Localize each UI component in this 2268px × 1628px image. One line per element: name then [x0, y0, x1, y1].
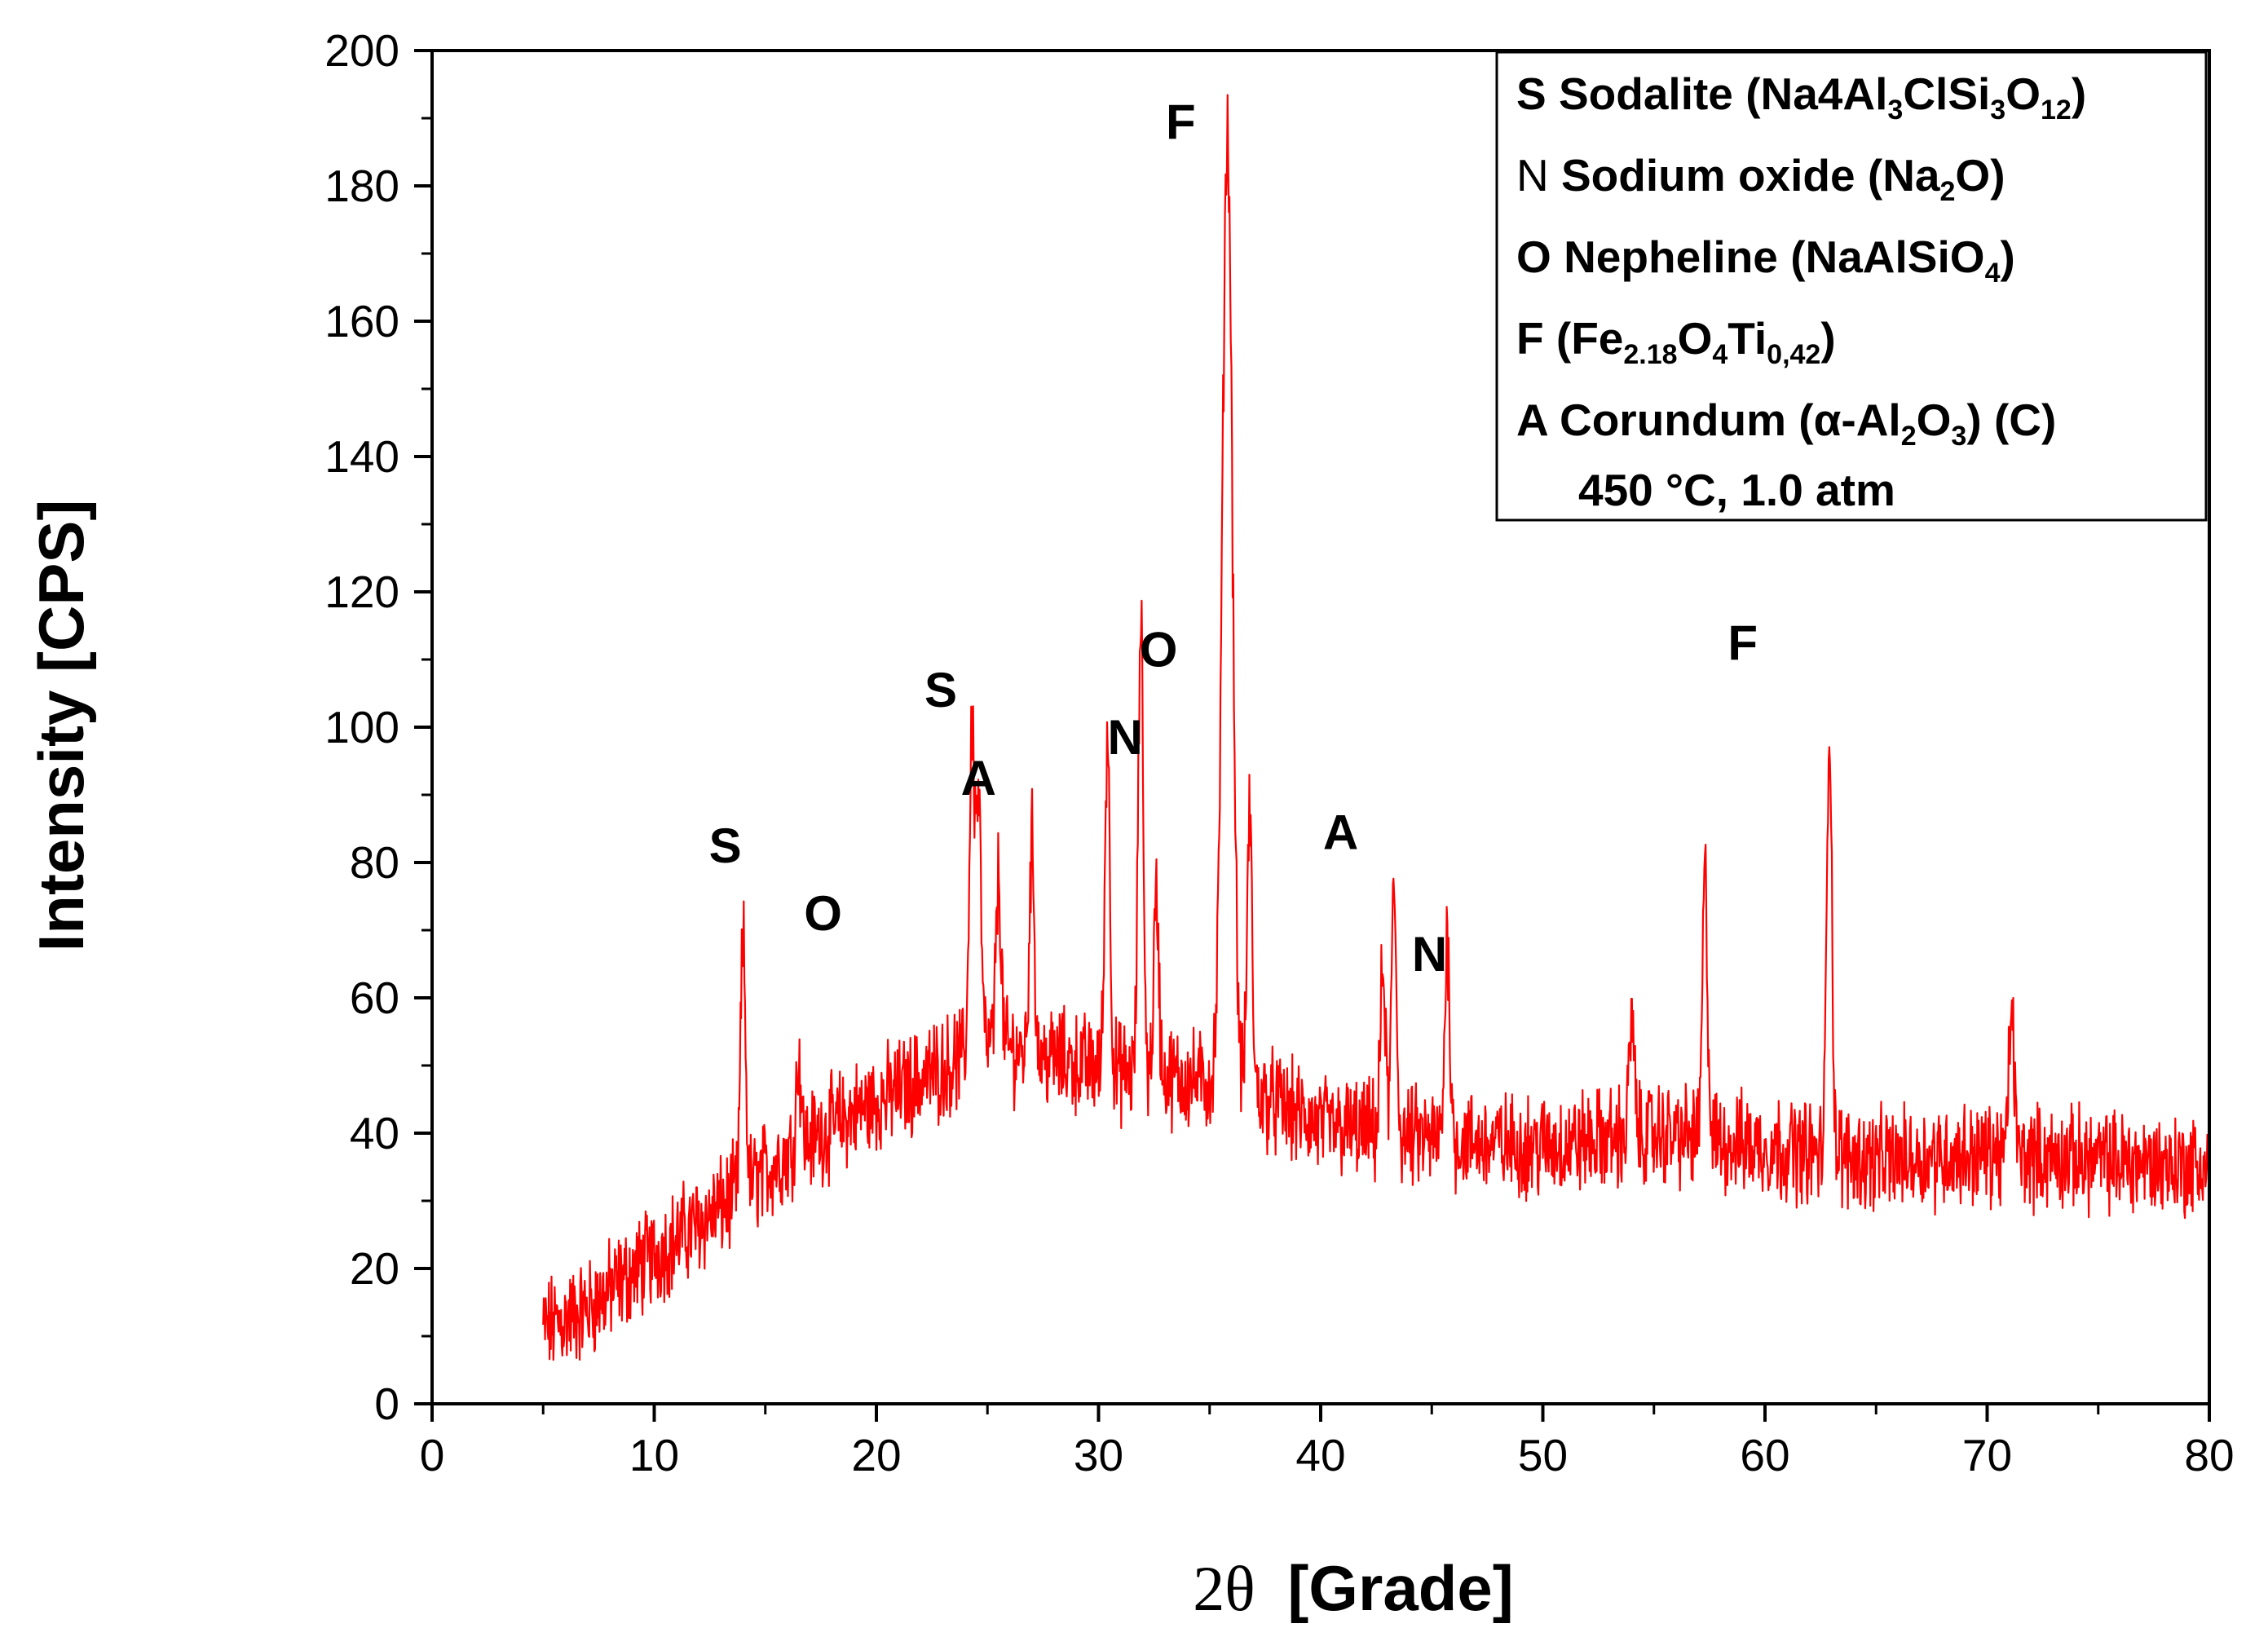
x-tick-label: 50	[1518, 1430, 1568, 1480]
y-tick-label: 60	[350, 973, 399, 1023]
x-tick-label: 70	[1962, 1430, 2012, 1480]
peak-phase-label: F	[1166, 95, 1196, 149]
series-line	[542, 94, 2211, 1361]
x-axis-title-unit: [Grade]	[1287, 1552, 1513, 1624]
x-axis-title-symbol: 2θ	[1193, 1553, 1255, 1624]
peak-phase-label: S	[709, 818, 742, 873]
peak-phase-label: F	[1727, 615, 1758, 670]
peak-phase-label: N	[1412, 927, 1447, 982]
legend-entry: O Nepheline (NaAlSiO4)	[1516, 232, 2015, 289]
legend-entry: F (Fe2.18O4Ti0,42)	[1516, 313, 1836, 370]
peak-phase-label: S	[924, 663, 957, 717]
series-layer	[542, 94, 2211, 1361]
y-tick-label: 80	[350, 837, 399, 888]
x-tick-label: 60	[1740, 1430, 1789, 1480]
peak-phase-label: N	[1108, 710, 1143, 765]
x-axis-title: 2θ [Grade]	[1193, 1552, 1513, 1624]
y-axis-title: Intensity [CPS]	[25, 500, 97, 952]
y-tick-label: 160	[324, 296, 399, 346]
peak-phase-label: O	[1140, 622, 1178, 677]
x-tick-label: 10	[629, 1430, 679, 1480]
x-tick-label: 80	[2184, 1430, 2234, 1480]
legend: S Sodalite (Na4Al3ClSi3O12) N Sodium oxid…	[1495, 51, 2208, 522]
legend-condition: 450 °C, 1.0 atm	[1578, 465, 1895, 515]
x-tick-label: 20	[851, 1430, 901, 1480]
x-tick-label: 40	[1295, 1430, 1345, 1480]
y-tick-label: 200	[324, 25, 399, 76]
peak-phase-label: O	[804, 886, 842, 941]
peak-phase-label: A	[1323, 805, 1358, 859]
y-tick-label: 40	[350, 1108, 399, 1158]
legend-box	[1495, 51, 2208, 522]
y-tick-label: 140	[324, 431, 399, 482]
legend-entries: S Sodalite (Na4Al3ClSi3O12) N Sodium oxid…	[1516, 68, 2086, 452]
y-tick-label: 100	[324, 702, 399, 752]
x-tick-label: 30	[1074, 1430, 1123, 1480]
x-tick-label: 0	[420, 1430, 445, 1480]
legend-entry: S Sodalite (Na4Al3ClSi3O12)	[1516, 68, 2086, 126]
legend-entry: N Sodium oxide (Na2O)	[1516, 150, 2005, 207]
y-tick-label: 120	[324, 567, 399, 617]
y-tick-label: 0	[374, 1379, 399, 1429]
ticks-layer: 0 10 20 30 40 50 60 70 80 0 20 40 60 80 100 120 140 160 18…	[324, 25, 2234, 1480]
y-tick-label: 20	[350, 1243, 399, 1294]
y-tick-label: 180	[324, 161, 399, 211]
legend-entry: A Corundum (α-Al2O3) (C)	[1516, 395, 2056, 452]
peak-phase-label: A	[961, 751, 996, 805]
